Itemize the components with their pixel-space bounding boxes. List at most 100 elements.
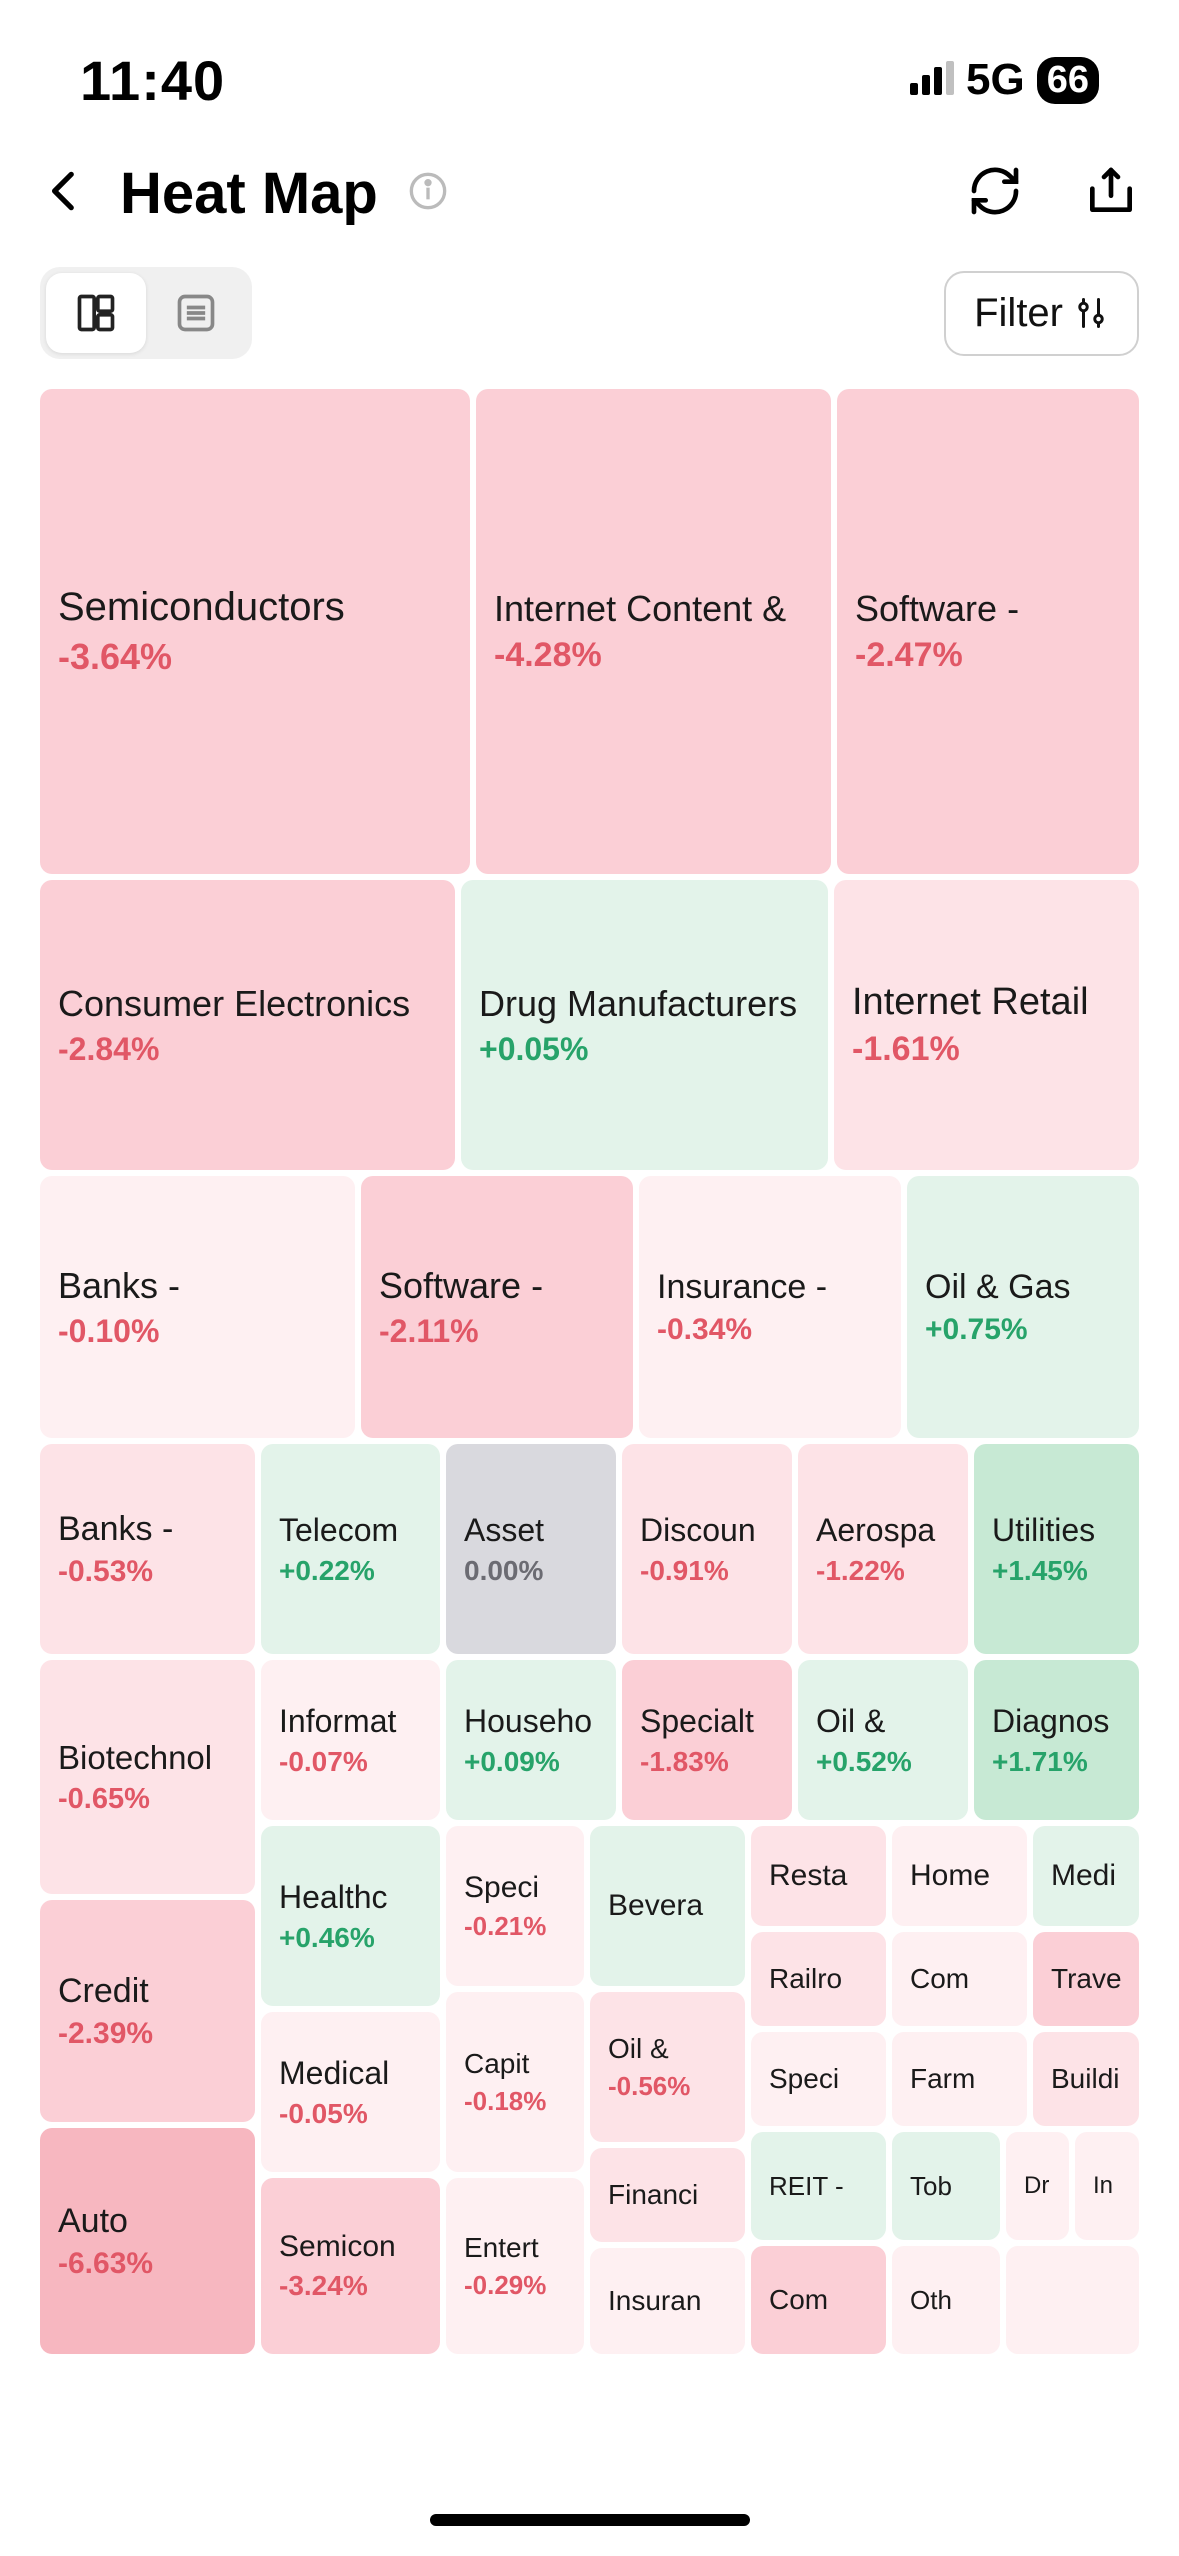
heatmap-tile[interactable]: Healthc+0.46%: [261, 1826, 440, 2006]
tile-name: Informat: [279, 1703, 422, 1740]
heatmap-tile[interactable]: Househo+0.09%: [446, 1660, 616, 1820]
refresh-icon[interactable]: [967, 163, 1023, 224]
info-icon[interactable]: [408, 171, 448, 216]
network-label: 5G: [966, 55, 1025, 105]
tile-name: In: [1093, 2172, 1121, 2200]
heatmap-tile[interactable]: Oil &-0.56%: [590, 1992, 745, 2142]
heatmap-tile[interactable]: Financi: [590, 2148, 745, 2242]
heatmap-treemap: Semiconductors-3.64%Internet Content &-4…: [40, 389, 1139, 2354]
heatmap-tile[interactable]: Banks --0.53%: [40, 1444, 255, 1654]
tile-name: Bevera: [608, 1889, 727, 1923]
filter-button[interactable]: Filter: [944, 271, 1139, 356]
status-time: 11:40: [80, 48, 225, 113]
tile-pct: -0.10%: [58, 1313, 337, 1350]
heatmap-tile[interactable]: Capit-0.18%: [446, 1992, 584, 2172]
heatmap-tile[interactable]: Diagnos+1.71%: [974, 1660, 1139, 1820]
treemap-view-button[interactable]: [46, 273, 146, 353]
tile-name: Auto: [58, 2202, 237, 2241]
tile-name: Oil & Gas: [925, 1268, 1121, 1307]
heatmap-tile[interactable]: Speci-0.21%: [446, 1826, 584, 1986]
tile-name: Internet Content &: [494, 588, 813, 630]
heatmap-tile[interactable]: Aerospa-1.22%: [798, 1444, 968, 1654]
tile-pct: -3.24%: [279, 2270, 422, 2302]
heatmap-tile[interactable]: Entert-0.29%: [446, 2178, 584, 2354]
tile-name: Entert: [464, 2232, 566, 2264]
heatmap-tile[interactable]: Semicon-3.24%: [261, 2178, 440, 2354]
heatmap-tile[interactable]: Biotechnol-0.65%: [40, 1660, 255, 1894]
heatmap-tile[interactable]: Com: [892, 1932, 1027, 2026]
tile-name: Oth: [910, 2285, 982, 2316]
tile-name: Software -: [379, 1265, 615, 1307]
tile-pct: -2.47%: [855, 636, 1121, 675]
heatmap-tile[interactable]: Drug Manufacturers+0.05%: [461, 880, 828, 1170]
heatmap-tile[interactable]: Oil & Gas +0.75%: [907, 1176, 1139, 1438]
heatmap-tile[interactable]: Railro: [751, 1932, 886, 2026]
list-view-button[interactable]: [146, 273, 246, 353]
heatmap-tile[interactable]: Trave: [1033, 1932, 1139, 2026]
heatmap-tile[interactable]: Home: [892, 1826, 1027, 1926]
tile-name: Medi: [1051, 1859, 1121, 1893]
heatmap-tile[interactable]: REIT -: [751, 2132, 886, 2240]
heatmap-tile[interactable]: Com: [751, 2246, 886, 2354]
tile-name: Software -: [855, 588, 1121, 630]
tile-pct: +1.45%: [992, 1555, 1121, 1587]
heatmap-tile[interactable]: Informat-0.07%: [261, 1660, 440, 1820]
tile-pct: -1.83%: [640, 1746, 774, 1778]
tile-name: Oil &: [816, 1703, 950, 1740]
tile-pct: +0.22%: [279, 1555, 422, 1587]
heatmap-tile[interactable]: Speci: [751, 2032, 886, 2126]
heatmap-tile[interactable]: Buildi: [1033, 2032, 1139, 2126]
heatmap-tile[interactable]: [1006, 2246, 1139, 2354]
tile-pct: -1.22%: [816, 1555, 950, 1587]
heatmap-tile[interactable]: Software - -2.11%: [361, 1176, 633, 1438]
status-bar: 11:40 5G 66: [0, 0, 1179, 140]
tile-name: Insuran: [608, 2285, 727, 2317]
tile-pct: -0.18%: [464, 2086, 566, 2117]
tile-name: Tob: [910, 2171, 982, 2202]
tile-name: Railro: [769, 1963, 868, 1995]
heatmap-tile[interactable]: Telecom +0.22%: [261, 1444, 440, 1654]
heatmap-tile[interactable]: Semiconductors-3.64%: [40, 389, 470, 874]
heatmap-tile[interactable]: Asset0.00%: [446, 1444, 616, 1654]
tile-name: Biotechnol: [58, 1739, 237, 1777]
heatmap-tile[interactable]: Tob: [892, 2132, 1000, 2240]
heatmap-tile[interactable]: Specialt-1.83%: [622, 1660, 792, 1820]
heatmap-tile[interactable]: Farm: [892, 2032, 1027, 2126]
tile-name: Home: [910, 1859, 1009, 1893]
heatmap-tile[interactable]: Oth: [892, 2246, 1000, 2354]
heatmap-tile[interactable]: Insuran: [590, 2248, 745, 2354]
tile-name: Telecom: [279, 1512, 422, 1549]
heatmap-tile[interactable]: Credit-2.39%: [40, 1900, 255, 2122]
heatmap-tile[interactable]: Internet Retail-1.61%: [834, 880, 1139, 1170]
heatmap-tile[interactable]: Utilities +1.45%: [974, 1444, 1139, 1654]
tile-pct: -0.34%: [657, 1313, 883, 1347]
heatmap-tile[interactable]: Discoun-0.91%: [622, 1444, 792, 1654]
heatmap-tile[interactable]: Dr: [1006, 2132, 1069, 2240]
heatmap-tile[interactable]: Oil &+0.52%: [798, 1660, 968, 1820]
heatmap-tile[interactable]: Banks --0.10%: [40, 1176, 355, 1438]
back-icon[interactable]: [40, 166, 90, 221]
page-header: Heat Map: [0, 140, 1179, 257]
heatmap-tile[interactable]: Auto-6.63%: [40, 2128, 255, 2354]
tile-name: Diagnos: [992, 1703, 1121, 1740]
heatmap-tile[interactable]: Medi: [1033, 1826, 1139, 1926]
heatmap-tile[interactable]: Bevera: [590, 1826, 745, 1986]
home-indicator: [430, 2514, 750, 2526]
heatmap-tile[interactable]: Insurance --0.34%: [639, 1176, 901, 1438]
tile-pct: +0.75%: [925, 1313, 1121, 1347]
heatmap-tile[interactable]: Medical-0.05%: [261, 2012, 440, 2172]
heatmap-tile[interactable]: Resta: [751, 1826, 886, 1926]
tile-pct: -2.11%: [379, 1313, 615, 1350]
heatmap-tile[interactable]: In: [1075, 2132, 1139, 2240]
heatmap-tile[interactable]: Software - -2.47%: [837, 389, 1139, 874]
share-icon[interactable]: [1083, 163, 1139, 224]
tile-pct: -3.64%: [58, 636, 452, 678]
tile-name: Internet Retail: [852, 981, 1121, 1024]
heatmap-tile[interactable]: Internet Content &-4.28%: [476, 389, 831, 874]
tile-name: Utilities: [992, 1512, 1121, 1549]
tile-pct: -0.21%: [464, 1911, 566, 1942]
heatmap-tile[interactable]: Consumer Electronics-2.84%: [40, 880, 455, 1170]
tile-pct: -0.91%: [640, 1555, 774, 1587]
tile-pct: 0.00%: [464, 1555, 598, 1587]
tile-name: Househo: [464, 1703, 598, 1740]
